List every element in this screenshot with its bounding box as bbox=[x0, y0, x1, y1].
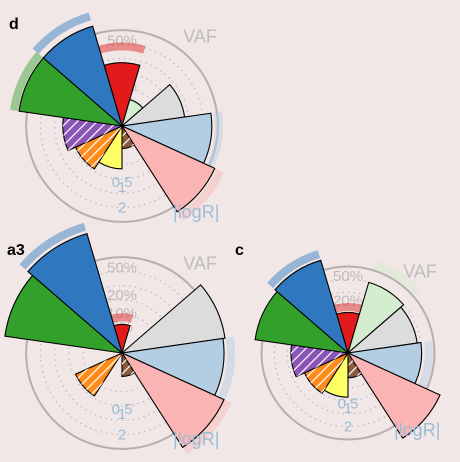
logr-tick-label: 1 bbox=[118, 406, 126, 423]
rose-sector bbox=[346, 281, 405, 355]
sector-halo bbox=[267, 250, 321, 289]
sector-halo bbox=[182, 399, 232, 455]
rose-sector bbox=[27, 232, 124, 355]
vaf-axis-label: VAF bbox=[183, 26, 217, 46]
rose-sector-hatch bbox=[75, 126, 122, 169]
logr-tick-label: 0.5 bbox=[112, 174, 133, 191]
logr-tick-label: 1 bbox=[118, 179, 126, 196]
sector-halo bbox=[98, 42, 146, 54]
sector-halo bbox=[372, 260, 421, 296]
sector-halo bbox=[10, 51, 43, 112]
rose-sector-hatch bbox=[290, 344, 348, 377]
rose-sector bbox=[346, 351, 441, 439]
rose-sector bbox=[42, 25, 124, 128]
rose-sector bbox=[120, 284, 226, 354]
rose-sector-hatch bbox=[348, 353, 362, 378]
logr-tick-label: 2 bbox=[118, 427, 126, 444]
rose-sector-hatch bbox=[75, 353, 122, 396]
vaf-tick-label: 50% bbox=[107, 259, 137, 276]
vaf-tick-label: 20% bbox=[107, 287, 137, 304]
rose-sector-hatch bbox=[122, 353, 135, 377]
vaf-tick-label: 10% bbox=[107, 305, 137, 322]
rose-sector bbox=[274, 259, 350, 355]
logr-tick-label: 1 bbox=[344, 400, 352, 417]
vaf-tick-label: 50% bbox=[107, 32, 137, 49]
logr-tick-label: 2 bbox=[344, 419, 352, 436]
sector-halo bbox=[110, 313, 134, 323]
outer-ring bbox=[25, 29, 219, 223]
logr-tick-label: 0.5 bbox=[338, 396, 359, 413]
outer-ring bbox=[260, 265, 436, 441]
rose-sector-hatch bbox=[122, 126, 135, 149]
rose-sector bbox=[120, 124, 216, 213]
panel-label: a3 bbox=[7, 242, 25, 259]
rose-sector-hatch bbox=[62, 117, 122, 151]
sector-halo bbox=[217, 336, 236, 401]
logr-axis-label: |logR| bbox=[173, 202, 219, 222]
vaf-axis-label: VAF bbox=[183, 253, 217, 273]
logr-tick-label: 0.5 bbox=[112, 401, 133, 418]
sector-halo bbox=[19, 222, 87, 270]
sector-halo bbox=[206, 111, 223, 168]
panel-label: d bbox=[9, 16, 19, 33]
logr-axis-label: |logR| bbox=[173, 429, 219, 449]
vaf-axis-label: VAF bbox=[403, 262, 437, 282]
vaf-tick-label: 20% bbox=[333, 293, 363, 310]
sector-halo bbox=[417, 340, 433, 389]
vaf-tick-label: 50% bbox=[333, 268, 363, 285]
rose-sector-hatch bbox=[304, 353, 348, 394]
sector-halo bbox=[32, 12, 92, 54]
logr-tick-label: 2 bbox=[118, 200, 126, 217]
rose-sector bbox=[120, 351, 225, 449]
panel-label: c bbox=[235, 242, 244, 259]
sector-halo bbox=[333, 303, 363, 313]
sector-halo bbox=[178, 169, 224, 221]
logr-axis-label: |logR| bbox=[394, 420, 440, 440]
